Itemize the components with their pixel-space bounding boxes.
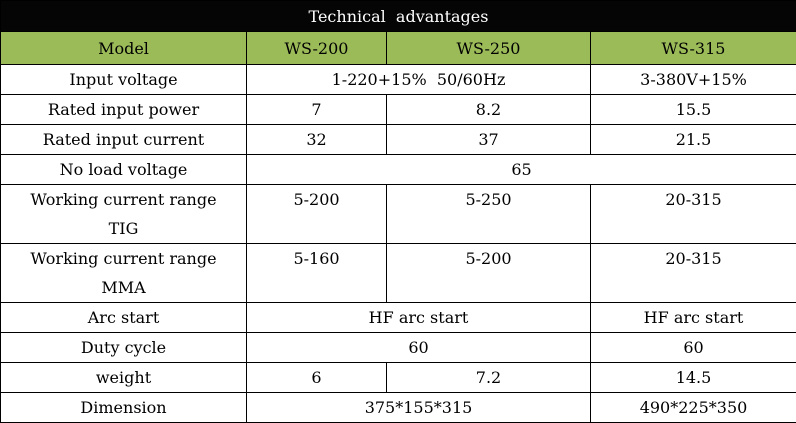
cell: 37 (386, 124, 591, 155)
table-row: Input voltage 1-220+15% 50/60Hz 3-380V+1… (0, 64, 796, 95)
table-row: Rated input power 7 8.2 15.5 (0, 94, 796, 125)
cell: 6 (246, 362, 387, 393)
cell: 5-160 (246, 243, 387, 303)
table-row: No load voltage 65 (0, 154, 796, 185)
cell: 375*155*315 (246, 392, 591, 423)
cell: 1-220+15% 50/60Hz (246, 64, 591, 95)
row-label: Rated input power (0, 94, 247, 125)
table-row: Duty cycle 60 60 (0, 332, 796, 363)
cell: 20-315 (590, 243, 796, 303)
cell: 15.5 (590, 94, 796, 125)
cell: 7.2 (386, 362, 591, 393)
row-label: Arc start (0, 302, 247, 333)
table-row: Dimension 375*155*315 490*225*350 (0, 392, 796, 423)
row-label: No load voltage (0, 154, 247, 185)
cell: 20-315 (590, 184, 796, 244)
row-label: Dimension (0, 392, 247, 423)
cell: 21.5 (590, 124, 796, 155)
row-label: Rated input current (0, 124, 247, 155)
table-row: Rated input current 32 37 21.5 (0, 124, 796, 155)
table-row: Arc start HF arc start HF arc start (0, 302, 796, 333)
header-row: Model WS-200 WS-250 WS-315 (0, 31, 796, 65)
cell: 5-200 (246, 184, 387, 244)
table-row: Working current range MMA 5-160 5-200 20-… (0, 243, 796, 303)
row-label: Working current range MMA (0, 243, 247, 303)
cell: 7 (246, 94, 387, 125)
row-label-line: MMA (101, 278, 146, 297)
row-label-line: TIG (108, 219, 139, 238)
cell: 60 (590, 332, 796, 363)
row-label: weight (0, 362, 247, 393)
cell: 8.2 (386, 94, 591, 125)
cell: HF arc start (246, 302, 591, 333)
header-ws250: WS-250 (386, 31, 591, 65)
table-row: weight 6 7.2 14.5 (0, 362, 796, 393)
table-title: Technical advantages (0, 0, 796, 32)
cell: 14.5 (590, 362, 796, 393)
cell: 5-250 (386, 184, 591, 244)
table-row: Working current range TIG 5-200 5-250 20-… (0, 184, 796, 244)
title-row: Technical advantages (0, 0, 796, 32)
row-label: Input voltage (0, 64, 247, 95)
cell: 65 (246, 154, 796, 185)
cell: 60 (246, 332, 591, 363)
row-label: Working current range TIG (0, 184, 247, 244)
cell: HF arc start (590, 302, 796, 333)
header-ws315: WS-315 (590, 31, 796, 65)
cell: 3-380V+15% (590, 64, 796, 95)
cell: 5-200 (386, 243, 591, 303)
row-label: Duty cycle (0, 332, 247, 363)
row-label-line: Working current range (30, 190, 217, 209)
cell: 32 (246, 124, 387, 155)
header-ws200: WS-200 (246, 31, 387, 65)
cell: 490*225*350 (590, 392, 796, 423)
row-label-line: Working current range (30, 249, 217, 268)
header-model: Model (0, 31, 247, 65)
